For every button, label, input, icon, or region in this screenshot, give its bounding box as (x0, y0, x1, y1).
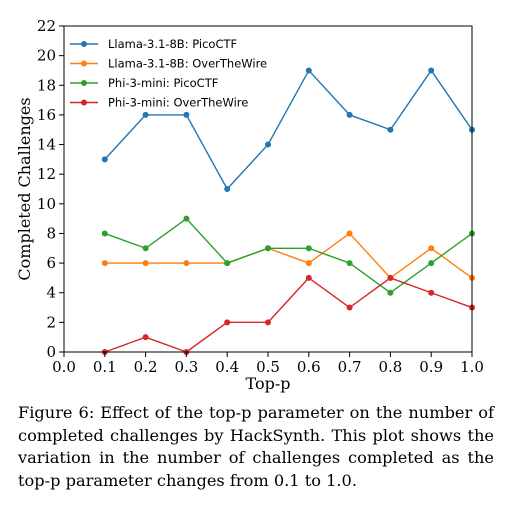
data-point (142, 260, 149, 267)
x-axis-label: Top-p (246, 374, 291, 393)
data-point (183, 111, 190, 118)
y-tick-label: 18 (37, 76, 56, 94)
series-line-2 (104, 217, 473, 294)
data-point (101, 156, 108, 163)
y-tick-label: 6 (46, 254, 56, 272)
data-point (224, 319, 231, 326)
y-tick-label: 12 (37, 165, 56, 183)
data-point (265, 245, 271, 252)
data-point (387, 274, 394, 281)
data-point (387, 126, 394, 133)
data-point (305, 260, 312, 267)
data-point (346, 260, 353, 267)
y-tick-label: 10 (37, 195, 56, 213)
x-tick-label: 0.1 (93, 358, 117, 376)
data-point (428, 289, 435, 296)
legend-marker-0 (81, 41, 87, 47)
data-point (305, 245, 312, 252)
data-point (428, 67, 435, 74)
y-tick-label: 0 (46, 343, 56, 361)
series-line-0 (104, 69, 473, 190)
x-tick-label: 1.0 (460, 358, 484, 376)
data-point (101, 230, 108, 237)
legend-entry-3: Phi-3-mini: OverTheWire (108, 96, 248, 110)
data-point (224, 186, 231, 192)
x-tick-label: 0.4 (215, 358, 239, 376)
data-point (101, 260, 108, 267)
y-axis-label: Completed Challenges (15, 97, 34, 280)
plot-area (101, 67, 475, 355)
x-tick-label: 0.8 (378, 358, 402, 376)
legend-entry-2: Phi-3-mini: PicoCTF (108, 76, 218, 90)
data-point (142, 111, 149, 118)
x-tick-label: 0.7 (338, 358, 362, 376)
series-line-1 (104, 232, 473, 279)
x-tick-label: 0.5 (256, 358, 280, 376)
y-tick-label: 4 (46, 284, 56, 302)
x-tick-label: 0.0 (52, 358, 76, 376)
legend: Llama-3.1-8B: PicoCTF Llama-3.1-8B: OverT… (70, 37, 267, 110)
data-point (346, 230, 353, 237)
data-point (265, 141, 271, 148)
data-point (183, 260, 190, 267)
x-tick-label: 0.2 (134, 358, 158, 376)
y-tick-label: 22 (37, 17, 56, 35)
legend-marker-3 (81, 99, 87, 106)
series-line-3 (104, 277, 473, 353)
data-point (346, 304, 353, 311)
y-tick-label: 16 (37, 106, 56, 124)
data-point (305, 274, 312, 281)
data-point (305, 67, 312, 74)
data-point (428, 260, 435, 267)
y-tick-label: 14 (37, 136, 56, 154)
axes: 0.0 0.1 0.2 0.3 0.4 0.5 0.6 0.7 0.8 0.9 1.0 0 2 4 6 8 10… (37, 17, 484, 376)
x-tick-label: 0.3 (174, 358, 198, 376)
data-point (142, 245, 149, 252)
data-point (142, 334, 149, 341)
legend-marker-2 (81, 80, 87, 86)
data-point (428, 245, 435, 252)
y-tick-label: 20 (37, 47, 56, 65)
x-tick-label: 0.6 (297, 358, 321, 376)
data-point (224, 260, 231, 267)
data-point (265, 319, 271, 326)
y-tick-label: 2 (46, 313, 56, 331)
legend-marker-1 (81, 60, 87, 67)
legend-entry-1: Llama-3.1-8B: OverTheWire (108, 57, 267, 71)
line-chart: 0.0 0.1 0.2 0.3 0.4 0.5 0.6 0.7 0.8 0.9 1.0 0 2 4 6 8 10… (15, 17, 484, 393)
plot-frame (63, 25, 473, 353)
data-point (387, 289, 394, 296)
y-tick-label: 8 (46, 224, 56, 242)
figure-caption: Figure 6: Effect of the top-p parameter … (18, 403, 494, 490)
legend-entry-0: Llama-3.1-8B: PicoCTF (108, 37, 237, 51)
x-tick-label: 0.9 (419, 358, 443, 376)
data-point (346, 111, 353, 118)
data-point (183, 215, 190, 222)
